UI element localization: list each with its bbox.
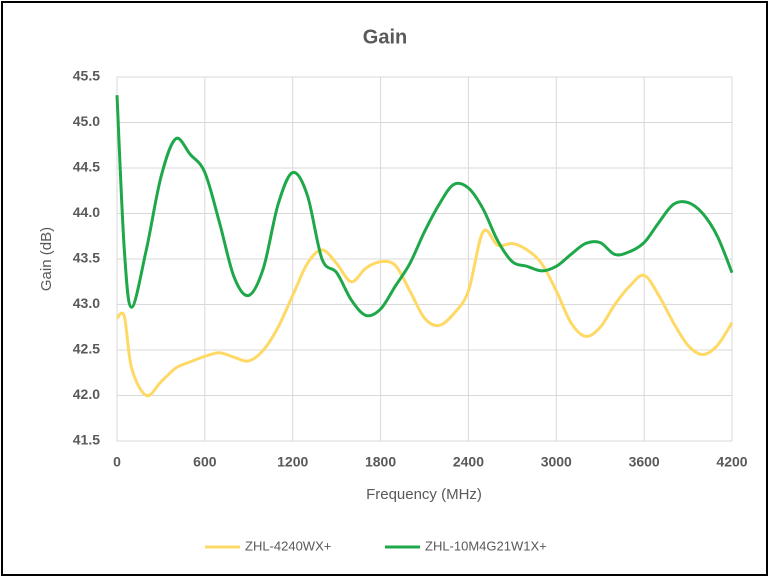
x-tick-label: 0 [113, 454, 121, 470]
y-tick-label: 44.5 [73, 159, 100, 175]
chart-title: Gain [363, 26, 407, 48]
x-tick-label: 2400 [453, 454, 484, 470]
x-tick-label: 4200 [716, 454, 747, 470]
data-line [115, 95, 734, 318]
y-tick-label: 43.5 [73, 250, 100, 266]
data-line [115, 228, 734, 398]
y-axis-label: Gain (dB) [38, 227, 55, 291]
y-tick-label: 45.0 [73, 113, 100, 129]
x-tick-label: 3600 [629, 454, 660, 470]
y-tick-label: 42.5 [73, 341, 100, 357]
x-tick-label: 1800 [365, 454, 396, 470]
x-tick-label: 600 [193, 454, 217, 470]
x-tick-label: 3000 [541, 454, 572, 470]
legend-label: ZHL-4240WX+ [245, 538, 331, 553]
y-tick-label: 42.0 [73, 386, 100, 402]
y-tick-label: 44.0 [73, 204, 100, 220]
y-tick-label: 41.5 [73, 432, 100, 448]
y-tick-label: 45.5 [73, 68, 100, 84]
x-axis-label: Frequency (MHz) [366, 486, 482, 503]
x-tick-label: 1200 [277, 454, 308, 470]
y-tick-label: 43.0 [73, 295, 100, 311]
legend-label: ZHL-10M4G21W1X+ [425, 538, 547, 553]
